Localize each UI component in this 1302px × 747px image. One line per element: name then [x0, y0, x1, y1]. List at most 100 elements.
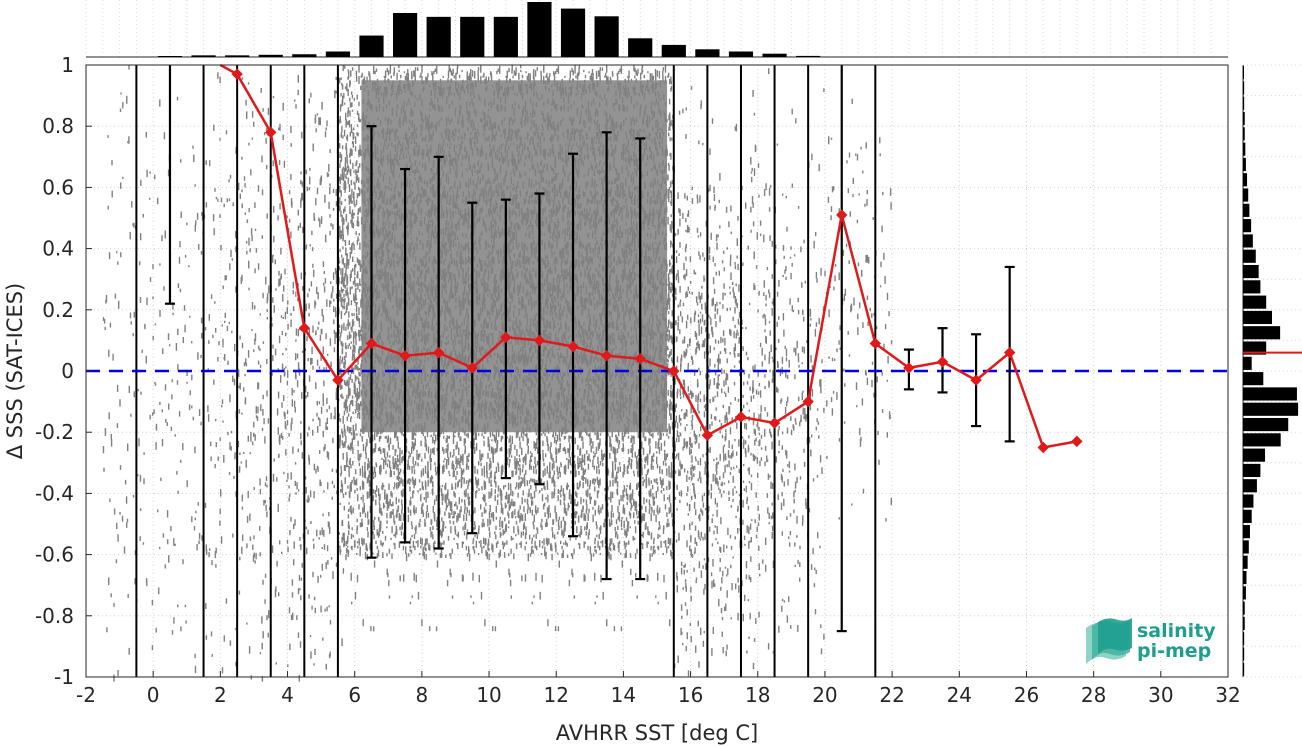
- top-histogram-bar: [695, 49, 720, 57]
- scatter-dense-core: [361, 80, 668, 433]
- x-tick-label: 12: [544, 683, 569, 707]
- mean-marker: [298, 322, 311, 334]
- y-tick-label: 0.2: [42, 298, 74, 322]
- x-tick-label: 16: [678, 683, 703, 707]
- mean-marker: [332, 374, 344, 386]
- y-tick-label: 0: [61, 359, 74, 383]
- right-histogram-bar: [1243, 402, 1299, 416]
- top-histogram-bar: [796, 55, 821, 57]
- top-histogram-bar: [728, 51, 754, 57]
- x-tick-label: 24: [947, 683, 972, 707]
- mean-marker: [1037, 441, 1049, 454]
- top-histogram: [85, 0, 1229, 58]
- main-plot-area: [85, 63, 1229, 682]
- binned-mean-series: [219, 63, 1083, 454]
- right-histogram-bar: [1243, 203, 1250, 217]
- right-histogram-bar: [1243, 81, 1245, 95]
- mean-marker: [634, 353, 646, 365]
- top-histogram-bar: [628, 38, 653, 57]
- mean-marker: [970, 374, 982, 386]
- top-histogram-bar: [292, 54, 317, 57]
- y-tick-label: -0.2: [35, 420, 74, 444]
- mean-marker: [768, 417, 781, 429]
- right-histogram-bar: [1243, 616, 1245, 631]
- x-tick-label: 0: [147, 683, 160, 707]
- right-histogram-bar: [1243, 540, 1249, 554]
- mean-marker: [936, 356, 949, 368]
- x-tick-label: 6: [348, 683, 361, 707]
- x-tick-label: 14: [611, 683, 636, 707]
- top-histogram-bar: [392, 13, 418, 57]
- right-histogram-bar: [1243, 264, 1259, 279]
- right-histogram-bar: [1243, 662, 1245, 676]
- mean-marker: [365, 337, 378, 350]
- mean-marker: [231, 68, 243, 80]
- mean-marker: [432, 346, 445, 359]
- top-histogram-bar: [225, 55, 250, 57]
- x-tick-label: 32: [1215, 683, 1240, 707]
- x-tick-label: 30: [1148, 683, 1173, 707]
- logo-wave-icon: [1086, 618, 1132, 664]
- right-histogram-bar: [1243, 142, 1246, 156]
- y-tick-label: -0.4: [35, 481, 74, 505]
- x-tick-label: 10: [476, 683, 501, 707]
- right-histogram-bar: [1243, 219, 1252, 233]
- error-bar: [164, 65, 175, 305]
- top-histogram-bar: [493, 16, 518, 58]
- x-tick-label: 4: [281, 683, 294, 707]
- right-histogram: [1242, 64, 1302, 678]
- right-histogram-bar: [1243, 280, 1261, 294]
- x-tick-label: -2: [76, 683, 96, 707]
- right-histogram-bar: [1243, 525, 1250, 539]
- right-histogram-bar: [1243, 249, 1256, 263]
- mean-marker: [701, 429, 714, 441]
- x-tick-label: 18: [745, 683, 770, 707]
- right-histogram-bar: [1243, 387, 1297, 401]
- right-histogram-bar: [1243, 417, 1289, 432]
- mean-marker: [466, 362, 478, 374]
- x-tick-labels: -2 0 2 4 6 8 10 12 14 16 18 20 22 24 26 28 30 32: [76, 671, 1241, 707]
- right-histogram-bar: [1243, 234, 1253, 248]
- top-histogram-bar: [157, 56, 183, 57]
- right-histogram-bar: [1243, 509, 1252, 523]
- right-histogram-bar: [1243, 341, 1267, 355]
- mean-marker: [802, 395, 814, 408]
- salinity-pi-mep-logo: salinity pi-mep: [1086, 618, 1216, 664]
- logo-text-pi-mep: pi-mep: [1137, 640, 1211, 662]
- right-histogram-bar: [1243, 647, 1245, 661]
- mean-marker: [735, 411, 747, 423]
- mean-marker: [836, 209, 848, 221]
- mean-marker: [1071, 435, 1083, 448]
- x-tick-label: 2: [214, 683, 227, 707]
- right-histogram-bar: [1243, 479, 1257, 493]
- right-histogram-bar: [1243, 433, 1281, 447]
- right-histogram-bar: [1243, 295, 1267, 309]
- y-tick-label: -0.6: [35, 543, 74, 567]
- top-histogram-bar: [460, 16, 485, 58]
- right-histogram-bar: [1243, 463, 1261, 478]
- y-tick-label: -0.8: [35, 604, 74, 628]
- top-histogram-bar: [258, 54, 283, 57]
- mean-marker: [265, 126, 277, 139]
- right-histogram-bar: [1243, 310, 1272, 325]
- right-histogram-bar: [1243, 586, 1246, 600]
- mean-marker: [903, 362, 915, 374]
- right-histogram-bar: [1243, 356, 1252, 370]
- right-histogram-bar: [1243, 448, 1266, 462]
- error-bar: [836, 65, 847, 633]
- y-tick-label: 1: [61, 53, 74, 77]
- x-tick-label: 8: [416, 683, 429, 707]
- scatter-cloud: [102, 65, 893, 682]
- y-axis-label: Δ SSS (SAT-ICES): [3, 283, 27, 459]
- right-histogram-bar: [1243, 326, 1281, 340]
- x-tick-label: 28: [1081, 683, 1106, 707]
- right-histogram-bar: [1243, 555, 1248, 569]
- top-histogram-bar: [594, 16, 619, 57]
- right-histogram-background: [1243, 65, 1302, 677]
- logo-text-salinity: salinity: [1137, 620, 1216, 642]
- y-tick-label: 0.4: [42, 237, 74, 261]
- mean-marker: [869, 337, 882, 350]
- top-histogram-bar: [325, 51, 351, 57]
- right-histogram-bar: [1243, 494, 1254, 508]
